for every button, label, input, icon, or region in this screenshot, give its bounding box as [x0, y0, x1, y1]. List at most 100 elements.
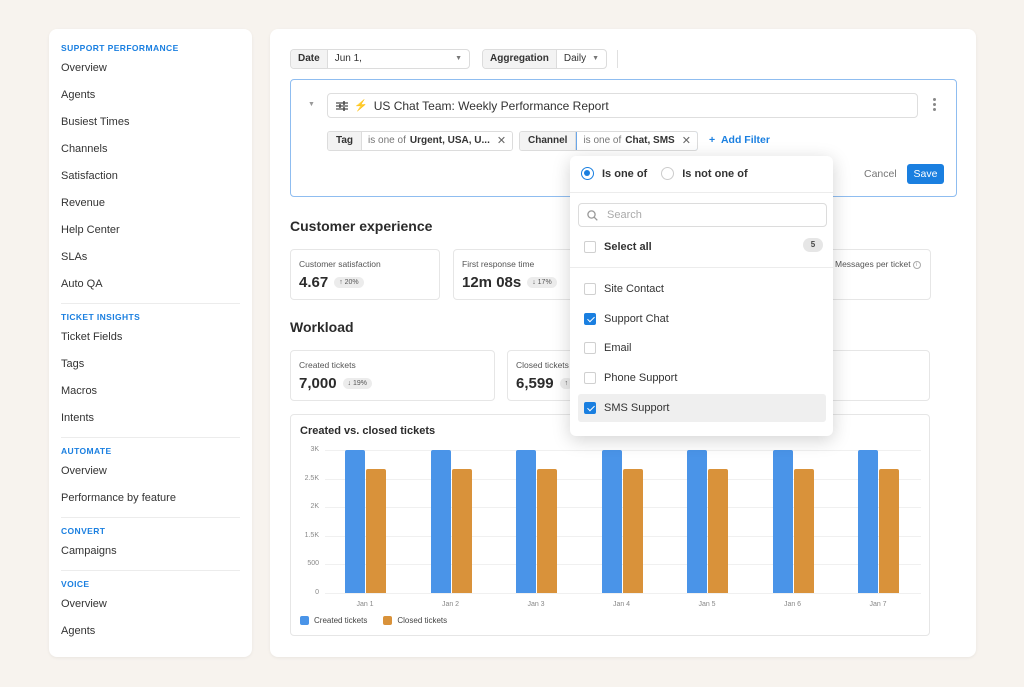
- sidebar-item-voice-overview[interactable]: Overview: [61, 598, 107, 610]
- bar-closed[interactable]: [537, 469, 557, 593]
- section-title-customer-experience: Customer experience: [290, 218, 433, 234]
- option-sms-support[interactable]: SMS Support: [578, 394, 826, 422]
- sidebar-item-channels[interactable]: Channels: [61, 143, 108, 155]
- channel-filter-value: Chat, SMS: [625, 135, 675, 146]
- date-picker[interactable]: Date Jun 1, ▼: [290, 49, 470, 69]
- bar-created[interactable]: [858, 450, 878, 593]
- radio-is-one-of[interactable]: Is one of: [581, 167, 647, 180]
- y-tick-label: 0: [315, 589, 319, 596]
- add-filter-button[interactable]: + Add Filter: [709, 134, 770, 146]
- bar-closed[interactable]: [708, 469, 728, 593]
- operator-radio-group: Is one of Is not one of: [581, 167, 748, 180]
- tag-filter-operator: is one of: [368, 135, 406, 146]
- section-title-support-performance: SUPPORT PERFORMANCE: [61, 43, 179, 53]
- legend-created[interactable]: Created tickets: [300, 616, 367, 626]
- bar-created[interactable]: [687, 450, 707, 593]
- cancel-button[interactable]: Cancel: [864, 168, 897, 180]
- gridline: [325, 593, 921, 594]
- bar-created[interactable]: [601, 450, 622, 593]
- caret-down-icon: ▼: [592, 55, 600, 62]
- remove-tag-filter-icon[interactable]: ✕: [496, 135, 507, 147]
- divider: [61, 517, 240, 518]
- sidebar-item-intents[interactable]: Intents: [61, 412, 95, 424]
- aggregation-select[interactable]: Aggregation Daily ▼: [482, 49, 608, 69]
- section-title-voice: VOICE: [61, 579, 90, 589]
- toolbar: Date Jun 1, ▼ Aggregation Daily ▼: [290, 49, 619, 69]
- delta-badge: ↓ 19%: [342, 378, 373, 389]
- sidebar: SUPPORT PERFORMANCE Overview Agents Busi…: [49, 29, 252, 657]
- bar-closed[interactable]: [793, 469, 814, 593]
- count-badge: 5: [803, 238, 823, 252]
- x-tick-label: Jan 2: [441, 601, 460, 608]
- divider: [61, 437, 240, 438]
- radio-unselected-icon: [661, 167, 675, 180]
- sidebar-item-auto-qa[interactable]: Auto QA: [61, 278, 103, 290]
- option-support-chat[interactable]: Support Chat: [578, 305, 826, 333]
- sidebar-item-satisfaction[interactable]: Satisfaction: [61, 170, 118, 182]
- gridline: [325, 450, 921, 451]
- x-tick-label: Jan 1: [356, 601, 374, 608]
- sidebar-item-overview[interactable]: Overview: [61, 62, 107, 74]
- kpi-created-tickets: Created tickets 7,000 ↓ 19%: [290, 350, 495, 401]
- channel-filter-chip[interactable]: Channel is one of Chat, SMS ✕: [519, 131, 698, 151]
- tag-filter-label: Tag: [328, 132, 363, 150]
- radio-is-not-one-of[interactable]: Is not one of: [661, 167, 748, 180]
- sidebar-item-macros[interactable]: Macros: [61, 385, 98, 397]
- remove-channel-filter-icon[interactable]: ✕: [681, 135, 691, 147]
- date-label: Date: [291, 50, 328, 68]
- main-panel: Date Jun 1, ▼ Aggregation Daily ▼ ▼: [270, 29, 976, 657]
- sidebar-item-voice-agents[interactable]: Agents: [61, 625, 96, 637]
- y-tick-label: 3K: [310, 446, 319, 453]
- divider: [570, 267, 833, 268]
- plus-icon: +: [709, 134, 721, 146]
- option-email[interactable]: Email: [578, 334, 826, 362]
- section-title-convert: CONVERT: [61, 526, 106, 536]
- chart-legend: Created tickets Closed tickets: [300, 616, 447, 626]
- option-site-contact[interactable]: Site Contact: [578, 275, 826, 303]
- section-title-automate: AUTOMATE: [61, 446, 112, 456]
- select-all-option[interactable]: Select all: [578, 233, 826, 261]
- date-value: Jun 1,: [334, 53, 362, 64]
- save-button[interactable]: Save: [907, 164, 944, 184]
- aggregation-label: Aggregation: [483, 50, 557, 68]
- sidebar-item-campaigns[interactable]: Campaigns: [61, 545, 117, 557]
- report-name-field[interactable]: ⚡ US Chat Team: Weekly Performance Repor…: [327, 93, 918, 118]
- search-input[interactable]: [607, 209, 807, 221]
- bar-created[interactable]: [345, 450, 365, 593]
- bar-created[interactable]: [772, 450, 793, 593]
- checkbox-unchecked-icon: [584, 241, 596, 253]
- sidebar-item-help-center[interactable]: Help Center: [61, 224, 120, 236]
- collapse-caret-icon[interactable]: ▼: [308, 101, 315, 108]
- sidebar-item-busiest-times[interactable]: Busiest Times: [61, 116, 130, 128]
- sidebar-item-revenue[interactable]: Revenue: [61, 197, 106, 209]
- x-tick-label: Jan 3: [527, 601, 545, 608]
- aggregation-value: Daily: [563, 53, 587, 64]
- search-field[interactable]: [578, 203, 827, 227]
- legend-closed[interactable]: Closed tickets: [383, 616, 447, 626]
- sidebar-item-tags[interactable]: Tags: [61, 358, 85, 370]
- sidebar-item-ticket-fields[interactable]: Ticket Fields: [61, 331, 123, 343]
- bar-created[interactable]: [430, 450, 451, 593]
- bar-created[interactable]: [516, 450, 536, 593]
- option-phone-support[interactable]: Phone Support: [578, 364, 826, 392]
- sidebar-item-slas[interactable]: SLAs: [61, 251, 88, 263]
- y-tick-label: 2K: [310, 503, 319, 511]
- delta-badge: ↑: [559, 378, 574, 389]
- x-tick-label: Jan 4: [612, 601, 631, 608]
- info-icon[interactable]: i: [912, 260, 921, 269]
- divider: [617, 50, 619, 68]
- tag-filter-chip[interactable]: Tag is one of Urgent, USA, U... ✕: [327, 131, 514, 151]
- sidebar-item-agents[interactable]: Agents: [61, 89, 96, 101]
- sidebar-item-automate-overview[interactable]: Overview: [61, 465, 107, 477]
- bar-closed[interactable]: [622, 469, 643, 593]
- bar-closed[interactable]: [451, 469, 472, 593]
- y-tick-label: 500: [307, 560, 319, 568]
- x-tick-label: Jan 7: [869, 601, 887, 608]
- sidebar-item-performance-by-feature[interactable]: Performance by feature: [61, 492, 176, 504]
- y-tick-label: 1.5K: [304, 531, 319, 539]
- delta-badge: ↓ 17%: [527, 277, 557, 288]
- chart-title: Created vs. closed tickets: [300, 425, 436, 437]
- bar-closed[interactable]: [879, 469, 899, 593]
- bar-closed[interactable]: [366, 469, 386, 593]
- more-options-icon[interactable]: [931, 98, 937, 111]
